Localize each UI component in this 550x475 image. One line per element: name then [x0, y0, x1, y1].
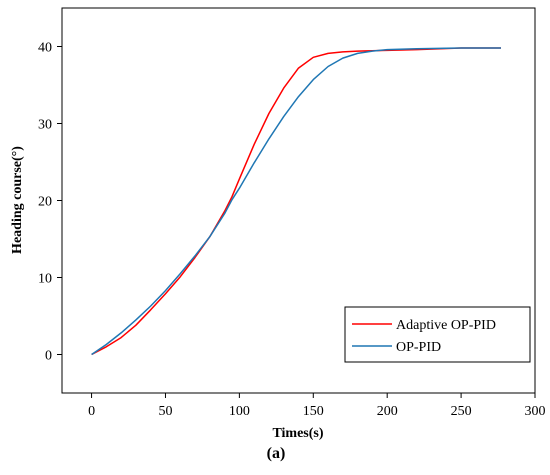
x-tick-label: 300: [525, 404, 546, 419]
figure-caption: (a): [267, 445, 286, 462]
x-tick-label: 200: [377, 404, 398, 419]
x-axis-title: Times(s): [272, 426, 323, 441]
series-line-adaptive-op-pid: [91, 47, 501, 356]
legend-label-adaptive-op-pid: Adaptive OP-PID: [396, 318, 496, 333]
x-tick-label: 250: [451, 404, 472, 419]
y-tick-label: 0: [45, 349, 52, 364]
series-lines: [91, 47, 501, 356]
series-line-op-pid: [91, 47, 501, 356]
axis-ticks: 0 50 100 150 200 250 300 0 10 20 30 40: [38, 41, 546, 420]
x-tick-label: 0: [88, 404, 95, 419]
legend: Adaptive OP-PID OP-PID: [344, 306, 531, 363]
y-tick-label: 30: [38, 118, 52, 133]
y-tick-label: 10: [38, 272, 52, 287]
x-tick-label: 100: [229, 404, 250, 419]
legend-box: [344, 306, 531, 363]
x-tick-label: 50: [158, 404, 172, 419]
y-tick-label: 20: [38, 195, 52, 210]
legend-label-op-pid: OP-PID: [396, 340, 441, 355]
y-tick-label: 40: [38, 41, 52, 56]
x-tick-label: 150: [303, 404, 324, 419]
y-axis-title: Heading course(°): [10, 146, 25, 254]
